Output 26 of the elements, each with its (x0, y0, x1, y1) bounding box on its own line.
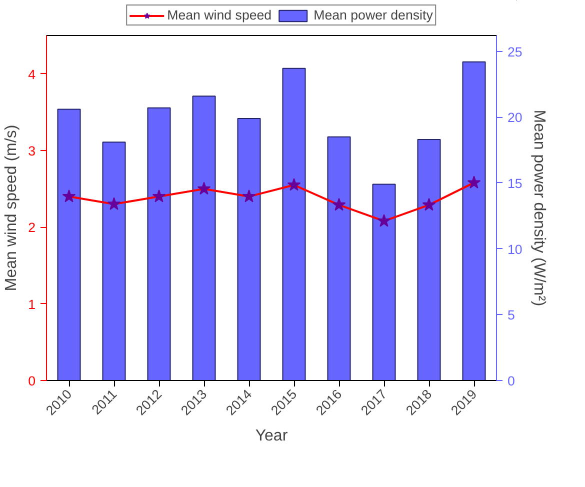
y-tick-label: 1 (28, 296, 36, 312)
bar (417, 139, 441, 380)
bar (327, 136, 351, 380)
y-tick-label: 0 (28, 374, 36, 388)
bar (147, 107, 171, 380)
y2-axis-title: Mean power density (W/m²) (530, 110, 548, 306)
bar (462, 61, 486, 380)
bar (57, 108, 81, 380)
y2-tick-label: 20 (508, 110, 522, 126)
y2-tick-label: 5 (508, 308, 515, 323)
x-axis-title: Year (255, 428, 288, 445)
y-tick-label: 4 (28, 66, 36, 82)
y2-tick-label: 15 (508, 176, 522, 191)
bar (102, 142, 126, 380)
bar (237, 118, 261, 380)
bar (282, 68, 306, 380)
bar (192, 96, 216, 380)
legend-label: Mean power density (314, 8, 433, 22)
y-tick-label: 3 (28, 144, 36, 158)
y2-tick-label: 0 (508, 374, 515, 388)
y2-tick-label: 25 (508, 44, 522, 60)
y-axis-title: Mean wind speed (m/s) (3, 124, 20, 292)
y2-tick-label: 10 (508, 242, 522, 257)
y-tick-label: 2 (28, 220, 36, 236)
bar (372, 184, 396, 380)
legend-label: Mean wind speed (167, 8, 272, 22)
